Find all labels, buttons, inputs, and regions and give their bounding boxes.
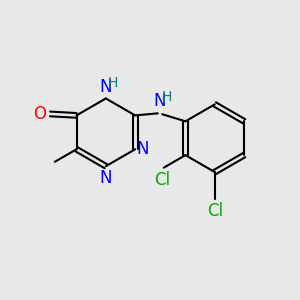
Text: Cl: Cl [207,202,223,220]
Text: N: N [136,140,149,158]
Text: N: N [100,78,112,96]
Text: N: N [153,92,166,110]
Text: Cl: Cl [154,171,170,189]
Text: H: H [161,90,172,104]
Text: N: N [100,169,112,187]
Text: H: H [108,76,119,90]
Text: O: O [34,105,46,123]
